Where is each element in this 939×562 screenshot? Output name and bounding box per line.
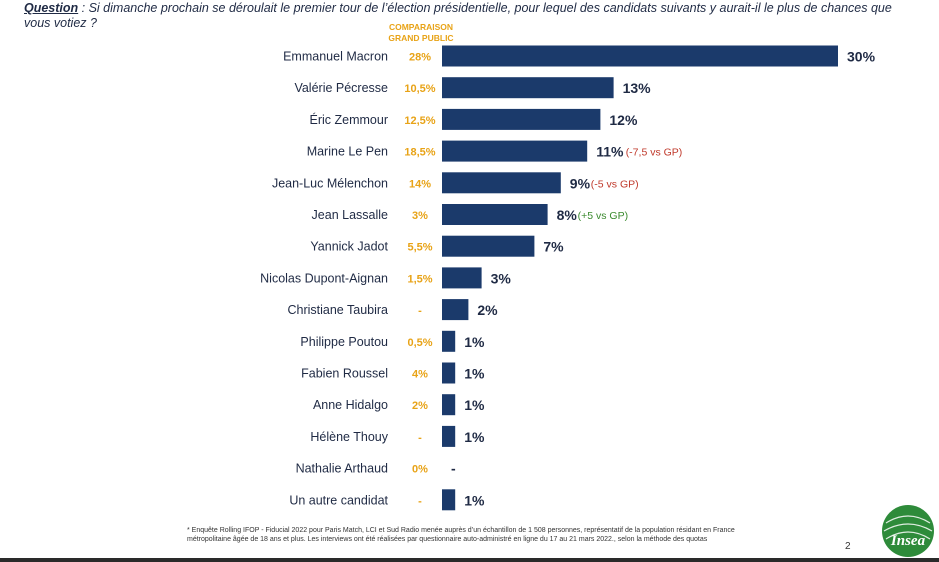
question: Question : Si dimanche prochain se dérou… <box>24 1 904 31</box>
value-label: - <box>451 461 456 477</box>
value-label: 1% <box>464 429 485 445</box>
comparison-annotation: (+5 vs GP) <box>578 210 628 222</box>
footnote: * Enquête Rolling IFOP - Fiducial 2022 p… <box>187 527 735 543</box>
bar <box>442 45 838 67</box>
gp-value: - <box>418 432 422 444</box>
value-label: 3% <box>491 270 512 286</box>
bar <box>442 299 469 321</box>
gp-value: 12,5% <box>404 115 435 127</box>
value-label: 8% <box>557 207 578 223</box>
page-number: 2 <box>845 541 851 552</box>
bar <box>442 425 456 447</box>
bar <box>442 204 548 225</box>
bar <box>442 362 456 384</box>
comparison-header-line2: GRAND PUBLIC <box>388 33 454 43</box>
category-label: Jean Lassalle <box>312 208 388 222</box>
bar <box>442 172 561 194</box>
category-label: Marine Le Pen <box>307 145 388 159</box>
category-label: Fabien Roussel <box>301 367 388 381</box>
gp-value: - <box>418 495 422 507</box>
question-label: Question <box>24 1 79 15</box>
gp-value: 5,5% <box>407 242 432 254</box>
category-label: Hélène Thouy <box>310 430 388 444</box>
value-label: 9% <box>570 175 591 191</box>
question-text: : Si dimanche prochain se déroulait le p… <box>24 1 892 30</box>
gp-value: 0,5% <box>407 337 432 349</box>
value-label: 1% <box>464 366 485 382</box>
category-label: Anne Hidalgo <box>313 398 388 412</box>
logo-text: Insea <box>890 533 926 549</box>
comparison-header-line1: COMPARAISON <box>388 22 454 32</box>
value-label: 12% <box>609 112 638 128</box>
gp-value: 18,5% <box>404 147 435 159</box>
value-label: 1% <box>464 492 485 508</box>
bar <box>442 489 456 511</box>
gp-value: 3% <box>412 210 428 222</box>
category-label: Jean-Luc Mélenchon <box>272 176 388 190</box>
insea-logo: Insea <box>882 505 934 557</box>
category-label: Un autre candidat <box>289 493 388 507</box>
category-label: Emmanuel Macron <box>283 50 388 64</box>
bar <box>442 267 482 289</box>
bar <box>442 394 456 416</box>
value-label: 2% <box>477 302 498 318</box>
value-label: 11% <box>596 144 624 160</box>
comparison-header: COMPARAISON GRAND PUBLIC <box>380 22 462 44</box>
gp-value: 4% <box>412 369 428 381</box>
gp-value: 14% <box>409 178 431 190</box>
category-label: Christiane Taubira <box>287 303 388 317</box>
bottom-bar <box>0 558 939 562</box>
bar <box>442 235 535 257</box>
bar <box>442 330 456 352</box>
category-label: Éric Zemmour <box>310 112 388 127</box>
gp-value: - <box>418 305 422 317</box>
value-label: 30% <box>847 49 876 65</box>
bar <box>442 140 588 162</box>
category-label: Nicolas Dupont-Aignan <box>260 271 388 285</box>
category-label: Yannick Jadot <box>310 240 388 254</box>
value-label: 7% <box>543 239 564 255</box>
bar <box>442 77 614 99</box>
category-label: Philippe Poutou <box>300 335 388 349</box>
category-label: Valérie Pécresse <box>294 81 388 95</box>
comparison-annotation: (-5 vs GP) <box>591 178 639 190</box>
gp-value: 28% <box>409 52 431 64</box>
comparison-annotation: (-7,5 vs GP) <box>626 147 683 159</box>
bar-chart: Emmanuel Macron 28% 30% Valérie Pécresse 10,… <box>260 45 876 511</box>
bar <box>442 108 601 130</box>
gp-value: 2% <box>412 400 428 412</box>
value-label: 1% <box>464 334 485 350</box>
value-label: 1% <box>464 397 485 413</box>
gp-value: 0% <box>412 464 428 476</box>
gp-value: 10,5% <box>404 83 435 95</box>
category-label: Nathalie Arthaud <box>296 462 388 476</box>
gp-value: 1,5% <box>407 273 432 285</box>
value-label: 13% <box>623 80 652 96</box>
